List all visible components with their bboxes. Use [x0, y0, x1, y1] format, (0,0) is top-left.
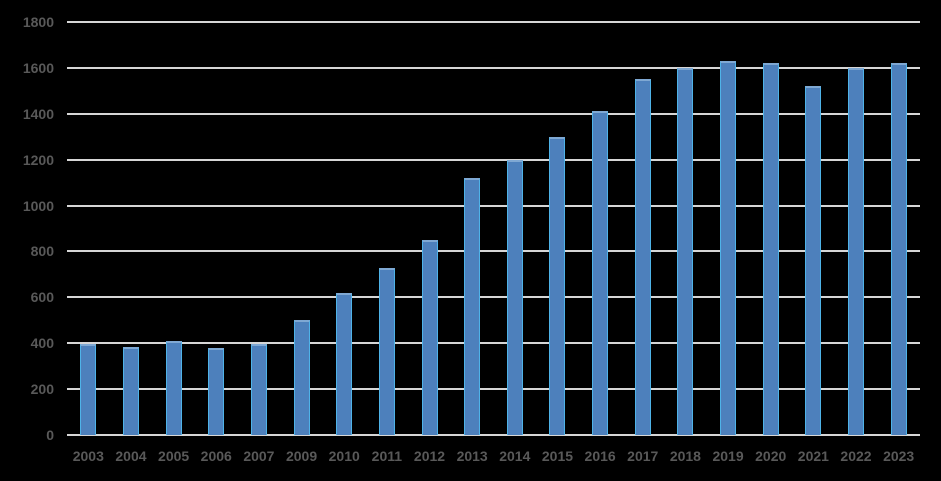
- x-axis-label: 2007: [243, 448, 275, 464]
- x-axis-label: 2018: [669, 448, 701, 464]
- y-axis-label: 1200: [22, 151, 54, 168]
- x-axis-label: 2014: [499, 448, 531, 464]
- bar-2022: [848, 67, 865, 435]
- bar-2015: [549, 136, 566, 435]
- bar-2003: [80, 344, 97, 435]
- x-axis-label: 2017: [627, 448, 659, 464]
- bar-2007: [250, 344, 267, 435]
- bar-2004: [122, 346, 139, 435]
- x-axis-label: 2020: [755, 448, 787, 464]
- bar-2019: [720, 61, 737, 435]
- bar-2005: [165, 340, 182, 435]
- x-axis-label: 2015: [541, 448, 574, 464]
- gridline: [67, 388, 920, 391]
- x-axis-label: 2009: [285, 448, 318, 464]
- bar-2010: [336, 292, 353, 435]
- y-axis-label: 0: [46, 427, 54, 443]
- x-axis-label: 2005: [158, 448, 190, 464]
- x-axis-label: 2003: [72, 448, 104, 464]
- x-axis-label: 2013: [456, 448, 488, 464]
- y-axis-label: 800: [30, 243, 54, 260]
- gridline: [67, 158, 920, 161]
- bar-2014: [506, 159, 523, 435]
- gridline: [67, 342, 920, 345]
- x-axis-label: 2011: [371, 448, 403, 464]
- x-axis-label: 2006: [200, 448, 232, 464]
- gridline: [67, 204, 920, 207]
- x-axis-label: 2016: [584, 448, 616, 464]
- gridline: [67, 250, 920, 253]
- x-axis-label: 2022: [840, 448, 872, 464]
- x-axis-label: 2021: [797, 448, 829, 464]
- bar-2021: [805, 86, 822, 435]
- bar-2016: [592, 111, 609, 435]
- gridline: [67, 112, 920, 115]
- bar-2009: [293, 320, 310, 435]
- y-axis-label: 1800: [22, 14, 54, 30]
- bar-2023: [890, 63, 907, 435]
- x-axis-label: 2004: [115, 448, 147, 464]
- x-axis-label: 2010: [328, 448, 360, 464]
- gridline: [67, 21, 920, 23]
- bar-2012: [421, 239, 438, 435]
- bar-2006: [208, 347, 225, 435]
- y-axis-label: 1600: [22, 59, 54, 76]
- y-axis-label: 400: [30, 335, 54, 352]
- bar-2018: [677, 67, 694, 435]
- y-axis-label: 1400: [22, 105, 54, 122]
- bar-2013: [464, 178, 481, 435]
- bar-2020: [762, 63, 779, 435]
- y-axis-label: 600: [30, 289, 54, 306]
- gridline: [67, 66, 920, 69]
- x-axis-label: 2019: [712, 448, 744, 464]
- bar-2011: [378, 267, 395, 435]
- gridline: [67, 296, 920, 299]
- bar-2017: [634, 79, 651, 435]
- x-axis-label: 2012: [413, 448, 446, 464]
- y-axis-label: 1000: [22, 197, 54, 214]
- y-axis-label: 200: [30, 381, 54, 398]
- gridline: [67, 434, 920, 436]
- x-axis-label: 2023: [883, 448, 915, 464]
